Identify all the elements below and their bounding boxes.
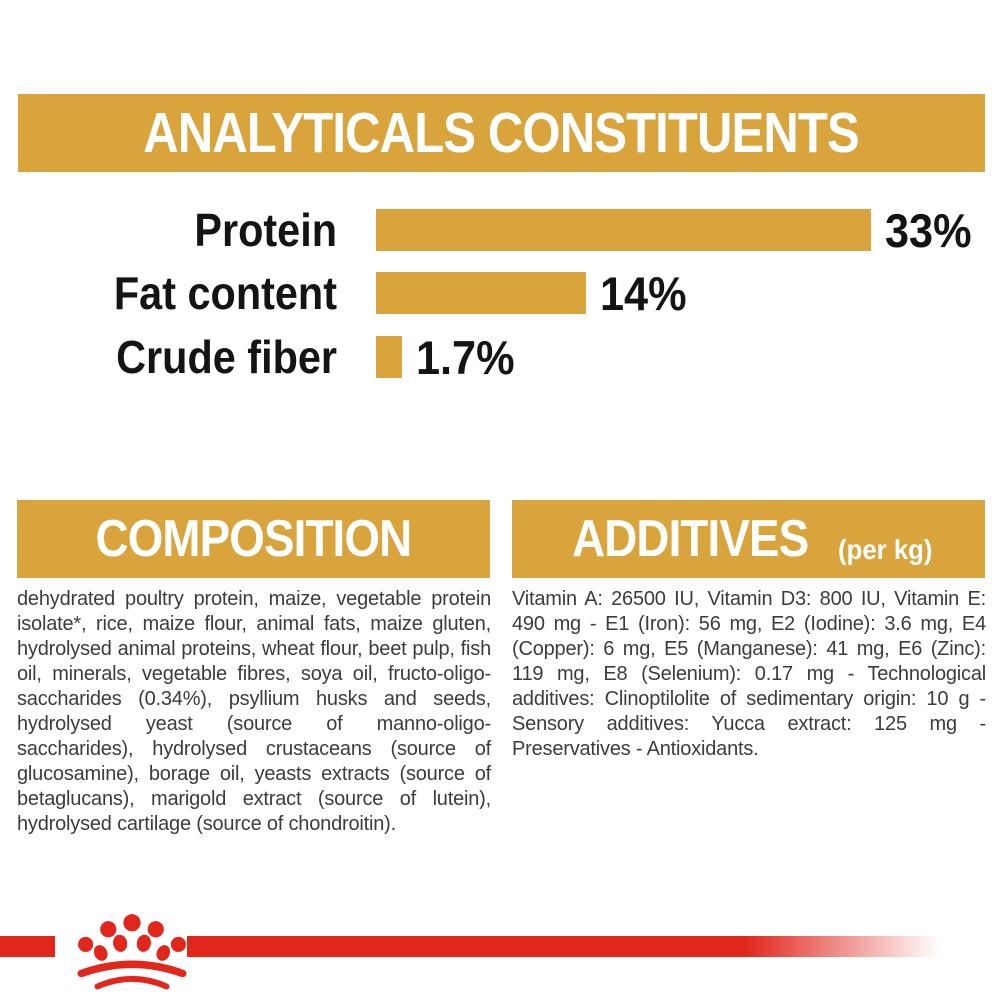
composition-body: dehydrated poultry protein, maize, veget… xyxy=(17,588,491,835)
additives-unit-label: (per kg) xyxy=(838,534,933,565)
chart-row-crude-fiber: Crude fiber 1.7% xyxy=(0,325,1000,389)
chart-category-label: Protein xyxy=(194,204,337,256)
royal-canin-crown-icon xyxy=(77,914,187,990)
chart-value-label: 14% xyxy=(600,266,687,320)
composition-heading: COMPOSITION xyxy=(95,510,413,568)
chart-value-label: 33% xyxy=(885,203,972,257)
additives-body: Vitamin A: 26500 IU, Vitamin D3: 800 IU,… xyxy=(512,588,986,760)
chart-category-label: Crude fiber xyxy=(116,331,338,383)
page-title: ANALYTICALS CONSTITUENTS xyxy=(143,101,860,165)
chart-bar xyxy=(376,336,402,378)
chart-value-label: 1.7% xyxy=(415,330,515,384)
chart-bar xyxy=(376,209,871,251)
analytical-constituents-chart: Protein 33% Fat content 14% Crude fiber … xyxy=(0,0,1000,420)
chart-row-protein: Protein 33% xyxy=(0,198,1000,262)
chart-bar xyxy=(376,272,586,314)
brand-band-right xyxy=(187,936,940,957)
composition-banner: COMPOSITION xyxy=(17,500,490,578)
brand-band-left xyxy=(0,936,55,957)
chart-category-label: Fat content xyxy=(113,267,338,319)
analytical-constituents-banner: ANALYTICALS CONSTITUENTS xyxy=(18,94,985,172)
chart-row-fat-content: Fat content 14% xyxy=(0,261,1000,325)
additives-heading: ADDITIVES xyxy=(572,510,809,568)
additives-banner: ADDITIVES (per kg) xyxy=(512,500,985,578)
